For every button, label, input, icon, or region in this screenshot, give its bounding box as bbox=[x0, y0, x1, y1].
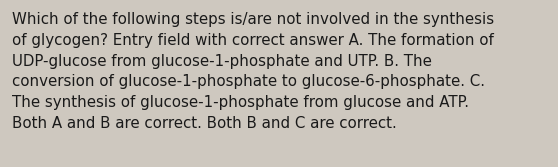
Text: Which of the following steps is/are not involved in the synthesis
of glycogen? E: Which of the following steps is/are not … bbox=[12, 12, 494, 131]
